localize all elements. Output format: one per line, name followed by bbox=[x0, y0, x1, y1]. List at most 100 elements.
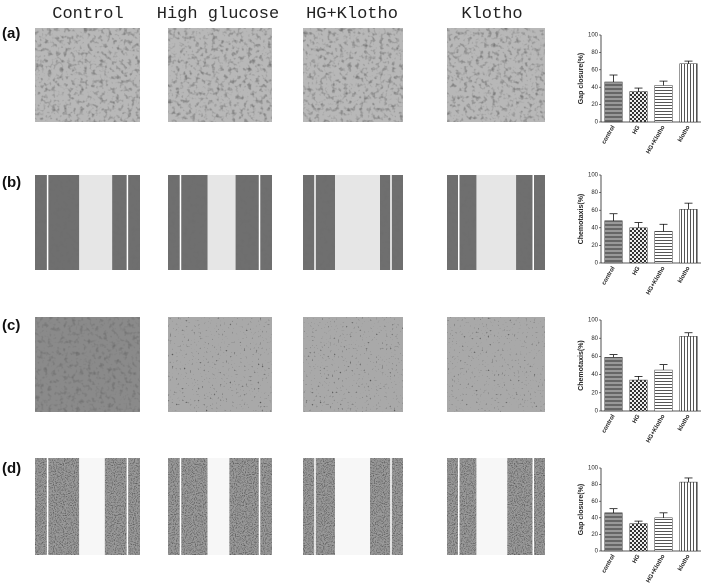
error-bar bbox=[609, 354, 618, 358]
column-header: High glucose bbox=[157, 5, 279, 24]
panel-label: (b) bbox=[2, 174, 21, 191]
y-tick-label: 40 bbox=[591, 85, 598, 91]
x-tick-label: HG+Klotho bbox=[646, 125, 667, 156]
bar bbox=[629, 523, 648, 552]
x-tick-label: HG bbox=[632, 125, 642, 136]
bar bbox=[654, 85, 673, 123]
panel-label: (c) bbox=[2, 317, 20, 334]
error-bar bbox=[659, 80, 668, 86]
image-texture bbox=[168, 317, 272, 412]
wound-gap bbox=[79, 175, 113, 270]
x-tick-label: klotho bbox=[677, 125, 691, 144]
micrograph bbox=[168, 317, 272, 412]
error-bar bbox=[684, 202, 693, 210]
column-header: Control bbox=[52, 5, 123, 24]
micrograph bbox=[35, 175, 140, 270]
y-tick-label: 60 bbox=[591, 499, 598, 505]
x-tick-label: control bbox=[601, 266, 617, 287]
micrograph bbox=[35, 28, 140, 122]
image-texture bbox=[447, 28, 545, 122]
micrograph bbox=[303, 28, 403, 122]
bar bbox=[654, 231, 673, 264]
y-tick-label: 60 bbox=[591, 354, 598, 360]
bar bbox=[654, 369, 673, 412]
column-header: Klotho bbox=[461, 5, 522, 24]
column-header: HG+Klotho bbox=[306, 5, 398, 24]
y-tick-label: 100 bbox=[588, 466, 599, 472]
bar bbox=[604, 357, 623, 412]
bar bbox=[679, 481, 698, 552]
micrograph bbox=[168, 458, 272, 555]
bar bbox=[629, 227, 648, 264]
error-bar bbox=[659, 364, 668, 371]
micrograph bbox=[447, 175, 545, 270]
error-bar bbox=[634, 222, 643, 228]
y-axis-label: Gap closure(%) bbox=[578, 484, 585, 535]
micrograph bbox=[168, 175, 272, 270]
y-tick-label: 0 bbox=[595, 261, 599, 267]
y-tick-label: 0 bbox=[595, 549, 599, 555]
bar bbox=[629, 91, 648, 123]
y-tick-label: 100 bbox=[588, 33, 599, 39]
y-tick-label: 40 bbox=[591, 515, 598, 521]
image-texture bbox=[447, 317, 545, 412]
micrograph bbox=[35, 458, 140, 555]
wound-gap bbox=[335, 175, 380, 270]
image-texture bbox=[303, 317, 403, 412]
y-tick-label: 40 bbox=[591, 225, 598, 231]
error-bar bbox=[634, 520, 643, 524]
x-tick-label: control bbox=[601, 125, 617, 146]
y-axis-label: Gap closure(%) bbox=[578, 53, 585, 104]
micrograph bbox=[303, 175, 403, 270]
error-bar bbox=[609, 213, 618, 221]
error-bar bbox=[684, 60, 693, 64]
x-tick-label: HG+Klotho bbox=[646, 554, 667, 585]
y-tick-label: 100 bbox=[588, 173, 599, 179]
bar bbox=[604, 81, 623, 123]
bar bbox=[679, 63, 698, 123]
micrograph bbox=[35, 317, 140, 412]
error-bar bbox=[684, 332, 693, 337]
y-tick-label: 20 bbox=[591, 390, 598, 396]
wound-gap bbox=[476, 175, 517, 270]
panel-label: (a) bbox=[2, 25, 20, 42]
error-bar bbox=[634, 87, 643, 92]
x-tick-label: klotho bbox=[677, 414, 691, 433]
error-bar bbox=[634, 376, 643, 381]
wound-gap bbox=[207, 175, 236, 270]
bar bbox=[679, 336, 698, 412]
y-tick-label: 60 bbox=[591, 67, 598, 73]
wound-gap bbox=[79, 458, 105, 555]
x-tick-label: HG bbox=[632, 266, 642, 277]
micrograph bbox=[303, 317, 403, 412]
y-tick-label: 0 bbox=[595, 409, 599, 415]
error-bar bbox=[684, 477, 693, 483]
x-tick-label: HG+Klotho bbox=[646, 266, 667, 297]
bar bbox=[654, 517, 673, 552]
bar bbox=[629, 379, 648, 412]
image-texture bbox=[303, 28, 403, 122]
bar bbox=[679, 209, 698, 264]
bar bbox=[604, 220, 623, 264]
x-tick-label: HG bbox=[632, 554, 642, 565]
wound-gap bbox=[207, 458, 230, 555]
image-texture bbox=[35, 28, 140, 122]
y-tick-label: 20 bbox=[591, 102, 598, 108]
y-tick-label: 80 bbox=[591, 482, 598, 488]
wound-gap bbox=[476, 458, 508, 555]
wound-gap bbox=[335, 458, 370, 555]
y-tick-label: 100 bbox=[588, 318, 599, 324]
y-tick-label: 0 bbox=[595, 120, 599, 126]
micrograph bbox=[447, 317, 545, 412]
y-tick-label: 80 bbox=[591, 50, 598, 56]
bar bbox=[604, 512, 623, 552]
x-tick-label: control bbox=[601, 554, 617, 575]
y-tick-label: 60 bbox=[591, 208, 598, 214]
error-bar bbox=[609, 508, 618, 513]
x-tick-label: HG+Klotho bbox=[646, 414, 667, 445]
x-tick-label: klotho bbox=[677, 266, 691, 285]
error-bar bbox=[609, 74, 618, 82]
y-tick-label: 20 bbox=[591, 532, 598, 538]
image-texture bbox=[168, 28, 272, 122]
image-texture bbox=[35, 317, 140, 412]
